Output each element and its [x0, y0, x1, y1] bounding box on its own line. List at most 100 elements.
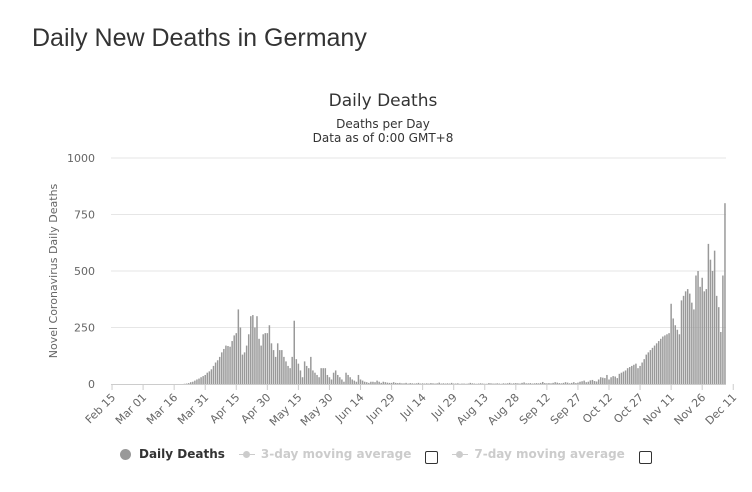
daily-deaths-bar[interactable] [592, 380, 593, 384]
daily-deaths-bar[interactable] [221, 352, 222, 384]
daily-deaths-bar[interactable] [521, 383, 522, 384]
daily-deaths-bar[interactable] [693, 309, 694, 384]
daily-deaths-bar[interactable] [331, 379, 332, 384]
daily-deaths-bar[interactable] [438, 383, 439, 384]
daily-deaths-bar[interactable] [675, 325, 676, 384]
daily-deaths-bar[interactable] [604, 378, 605, 384]
daily-deaths-bar[interactable] [627, 368, 628, 384]
daily-deaths-bar[interactable] [238, 309, 239, 384]
daily-deaths-bar[interactable] [633, 365, 634, 384]
daily-deaths-bar[interactable] [588, 382, 589, 384]
daily-deaths-bar[interactable] [525, 383, 526, 384]
daily-deaths-bar[interactable] [267, 333, 268, 384]
daily-deaths-bar[interactable] [666, 334, 667, 384]
daily-deaths-bar[interactable] [681, 300, 682, 384]
daily-deaths-bar[interactable] [683, 296, 684, 384]
daily-deaths-bar[interactable] [538, 383, 539, 384]
daily-deaths-bar[interactable] [583, 381, 584, 384]
daily-deaths-bar[interactable] [546, 383, 547, 384]
daily-deaths-bar[interactable] [356, 382, 357, 384]
daily-deaths-bar[interactable] [354, 381, 355, 384]
daily-deaths-bar[interactable] [724, 203, 725, 384]
daily-deaths-bar[interactable] [548, 383, 549, 384]
daily-deaths-bar[interactable] [472, 383, 473, 384]
daily-deaths-bar[interactable] [393, 382, 394, 384]
daily-deaths-bar[interactable] [399, 383, 400, 384]
daily-deaths-bar[interactable] [207, 373, 208, 384]
daily-deaths-bar[interactable] [275, 357, 276, 384]
daily-deaths-bar[interactable] [341, 379, 342, 384]
daily-deaths-bar[interactable] [612, 376, 613, 384]
daily-deaths-bar[interactable] [294, 321, 295, 384]
daily-deaths-bar[interactable] [405, 383, 406, 384]
daily-deaths-bar[interactable] [569, 383, 570, 384]
daily-deaths-bar[interactable] [528, 383, 529, 384]
daily-deaths-bar[interactable] [470, 383, 471, 384]
daily-deaths-bar[interactable] [327, 375, 328, 384]
daily-deaths-bar[interactable] [641, 363, 642, 384]
daily-deaths-bar[interactable] [567, 383, 568, 384]
daily-deaths-bar[interactable] [248, 334, 249, 384]
daily-deaths-bar[interactable] [302, 377, 303, 384]
daily-deaths-bar[interactable] [550, 383, 551, 384]
daily-deaths-bar[interactable] [308, 368, 309, 384]
daily-deaths-bar[interactable] [236, 333, 237, 384]
daily-deaths-bar[interactable] [614, 377, 615, 384]
daily-deaths-bar[interactable] [364, 382, 365, 384]
daily-deaths-bar[interactable] [677, 330, 678, 384]
daily-deaths-bar[interactable] [639, 366, 640, 384]
daily-deaths-bar[interactable] [590, 380, 591, 384]
daily-deaths-bar[interactable] [598, 379, 599, 384]
daily-deaths-bar[interactable] [559, 383, 560, 384]
daily-deaths-bar[interactable] [573, 382, 574, 384]
daily-deaths-bar[interactable] [503, 383, 504, 384]
daily-deaths-bar[interactable] [648, 352, 649, 384]
daily-deaths-bar[interactable] [635, 364, 636, 384]
daily-deaths-bar[interactable] [291, 357, 292, 384]
daily-deaths-bar[interactable] [447, 383, 448, 384]
daily-deaths-bar[interactable] [480, 383, 481, 384]
daily-deaths-bar[interactable] [250, 316, 251, 384]
daily-deaths-bar[interactable] [575, 383, 576, 384]
daily-deaths-bar[interactable] [701, 278, 702, 384]
daily-deaths-bar[interactable] [215, 363, 216, 384]
daily-deaths-bar[interactable] [552, 383, 553, 384]
daily-deaths-bar[interactable] [695, 276, 696, 384]
daily-deaths-bar[interactable] [372, 382, 373, 384]
daily-deaths-bar[interactable] [269, 325, 270, 384]
daily-deaths-bar[interactable] [507, 383, 508, 384]
daily-deaths-bar[interactable] [279, 350, 280, 384]
daily-deaths-bar[interactable] [366, 382, 367, 384]
daily-deaths-bar[interactable] [312, 370, 313, 384]
daily-deaths-bar[interactable] [646, 355, 647, 384]
daily-deaths-bar[interactable] [679, 334, 680, 384]
daily-deaths-bar[interactable] [246, 346, 247, 384]
daily-deaths-bar[interactable] [310, 357, 311, 384]
daily-deaths-bar[interactable] [374, 382, 375, 384]
daily-deaths-bar[interactable] [281, 350, 282, 384]
daily-deaths-bar[interactable] [708, 244, 709, 384]
daily-deaths-bar[interactable] [204, 375, 205, 384]
daily-deaths-bar[interactable] [523, 382, 524, 384]
daily-deaths-bar[interactable] [300, 370, 301, 384]
daily-deaths-bar[interactable] [351, 379, 352, 384]
daily-deaths-bar[interactable] [416, 383, 417, 384]
daily-deaths-bar[interactable] [658, 341, 659, 384]
daily-deaths-bar[interactable] [345, 373, 346, 384]
daily-deaths-bar[interactable] [443, 383, 444, 384]
daily-deaths-bar[interactable] [231, 341, 232, 384]
daily-deaths-bar[interactable] [623, 372, 624, 384]
daily-deaths-bar[interactable] [401, 383, 402, 384]
daily-deaths-bar[interactable] [198, 379, 199, 384]
daily-deaths-bar[interactable] [217, 360, 218, 384]
daily-deaths-bar[interactable] [554, 382, 555, 384]
daily-deaths-bar[interactable] [565, 382, 566, 384]
daily-deaths-bar[interactable] [335, 370, 336, 384]
daily-deaths-bar[interactable] [376, 381, 377, 384]
daily-deaths-bar[interactable] [380, 383, 381, 384]
daily-deaths-bar[interactable] [188, 383, 189, 384]
daily-deaths-bar[interactable] [621, 373, 622, 384]
daily-deaths-bar[interactable] [629, 367, 630, 384]
daily-deaths-bar[interactable] [579, 382, 580, 384]
daily-deaths-bar[interactable] [258, 339, 259, 384]
